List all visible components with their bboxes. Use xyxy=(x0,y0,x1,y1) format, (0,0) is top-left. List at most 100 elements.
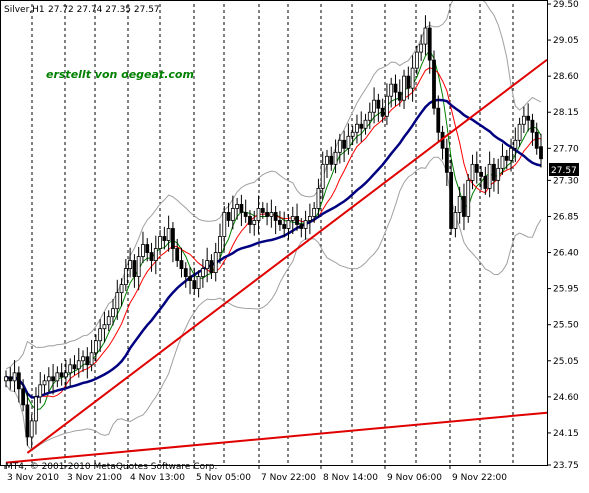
candle-body xyxy=(363,119,368,129)
candle xyxy=(376,93,381,122)
candle xyxy=(252,210,257,236)
candle xyxy=(218,223,222,264)
candle-body xyxy=(513,139,518,149)
candle-body xyxy=(479,171,483,177)
candle xyxy=(265,202,269,226)
candle-body xyxy=(115,292,120,310)
y-tick-label: 29.50 xyxy=(553,0,579,10)
trendlines[interactable] xyxy=(5,58,548,464)
candle-body xyxy=(500,155,505,169)
candle-body xyxy=(483,175,488,189)
candle xyxy=(46,367,51,393)
candle-body xyxy=(42,380,47,386)
candle-body xyxy=(342,139,347,149)
candle xyxy=(171,222,175,263)
candle xyxy=(149,242,154,272)
candle xyxy=(12,359,17,393)
y-tick-label: 28.60 xyxy=(553,72,579,82)
candle-body xyxy=(256,208,261,221)
candle xyxy=(325,149,329,178)
y-tick-label: 27.30 xyxy=(553,176,579,186)
x-tick-label: 9 Nov 22:00 xyxy=(452,473,507,483)
candle-body xyxy=(530,119,535,133)
candle xyxy=(25,392,30,446)
current-price-badge xyxy=(549,163,579,176)
candle xyxy=(312,202,317,223)
candle xyxy=(440,125,445,160)
x-tick-label: 4 Nov 13:00 xyxy=(130,473,185,483)
y-tick-label: 26.40 xyxy=(553,249,579,259)
candle-body xyxy=(290,216,295,221)
candle xyxy=(432,50,436,115)
candle-body xyxy=(81,356,85,362)
candle xyxy=(359,111,364,142)
candle xyxy=(98,319,103,352)
candle xyxy=(273,206,278,235)
candle xyxy=(93,334,98,362)
candle xyxy=(500,143,505,175)
candle-body xyxy=(487,163,492,189)
candle-body xyxy=(406,75,411,89)
candle xyxy=(29,414,34,449)
candle-body xyxy=(136,256,141,277)
candles xyxy=(4,15,543,449)
candle xyxy=(410,55,415,102)
candle xyxy=(316,178,321,218)
candle xyxy=(526,103,531,132)
candle-body xyxy=(299,224,304,229)
candle xyxy=(106,310,111,332)
x-tick-label: 5 Nov 05:00 xyxy=(196,473,251,483)
candle xyxy=(372,87,376,124)
plot-frame xyxy=(0,0,548,466)
candle xyxy=(158,230,162,255)
y-tick-label: 24.15 xyxy=(553,429,579,439)
candle xyxy=(4,370,8,388)
candle-body xyxy=(432,59,436,109)
candle-body xyxy=(4,376,8,382)
candle xyxy=(42,374,47,394)
candle-body xyxy=(183,268,188,277)
candle-body xyxy=(123,268,128,286)
candle-body xyxy=(367,111,372,121)
candle-body xyxy=(333,151,338,165)
candle-body xyxy=(273,212,278,221)
candle xyxy=(457,186,462,224)
candle xyxy=(337,133,342,164)
candle xyxy=(243,199,248,223)
candle-body xyxy=(462,196,466,217)
candle xyxy=(235,198,240,220)
candle xyxy=(153,235,158,275)
candle xyxy=(175,238,180,267)
candle xyxy=(329,146,334,171)
candle-body xyxy=(93,340,98,354)
candle xyxy=(239,194,244,227)
candle-body xyxy=(427,27,432,61)
candle xyxy=(402,69,406,110)
candle xyxy=(282,211,287,238)
x-tick-label: 3 Nov 21:00 xyxy=(67,473,122,483)
candle xyxy=(21,379,26,412)
candle-body xyxy=(389,83,394,97)
candle-body xyxy=(192,280,197,290)
candle xyxy=(81,350,85,372)
candle-body xyxy=(521,115,526,125)
candle xyxy=(290,206,295,235)
candle-body xyxy=(372,99,376,113)
candle xyxy=(462,183,466,231)
candle-body xyxy=(526,115,531,121)
y-tick-label: 23.75 xyxy=(553,461,579,471)
candle xyxy=(85,347,90,379)
candle-body xyxy=(239,204,244,213)
candle-body xyxy=(230,208,235,221)
candle xyxy=(539,133,543,168)
candle-body xyxy=(111,308,115,318)
candle-body xyxy=(8,376,13,382)
candle xyxy=(492,157,496,192)
candle-body xyxy=(355,123,359,133)
candle-body xyxy=(76,360,81,370)
candle xyxy=(230,195,235,230)
candle xyxy=(299,218,304,238)
candle-body xyxy=(410,67,415,89)
